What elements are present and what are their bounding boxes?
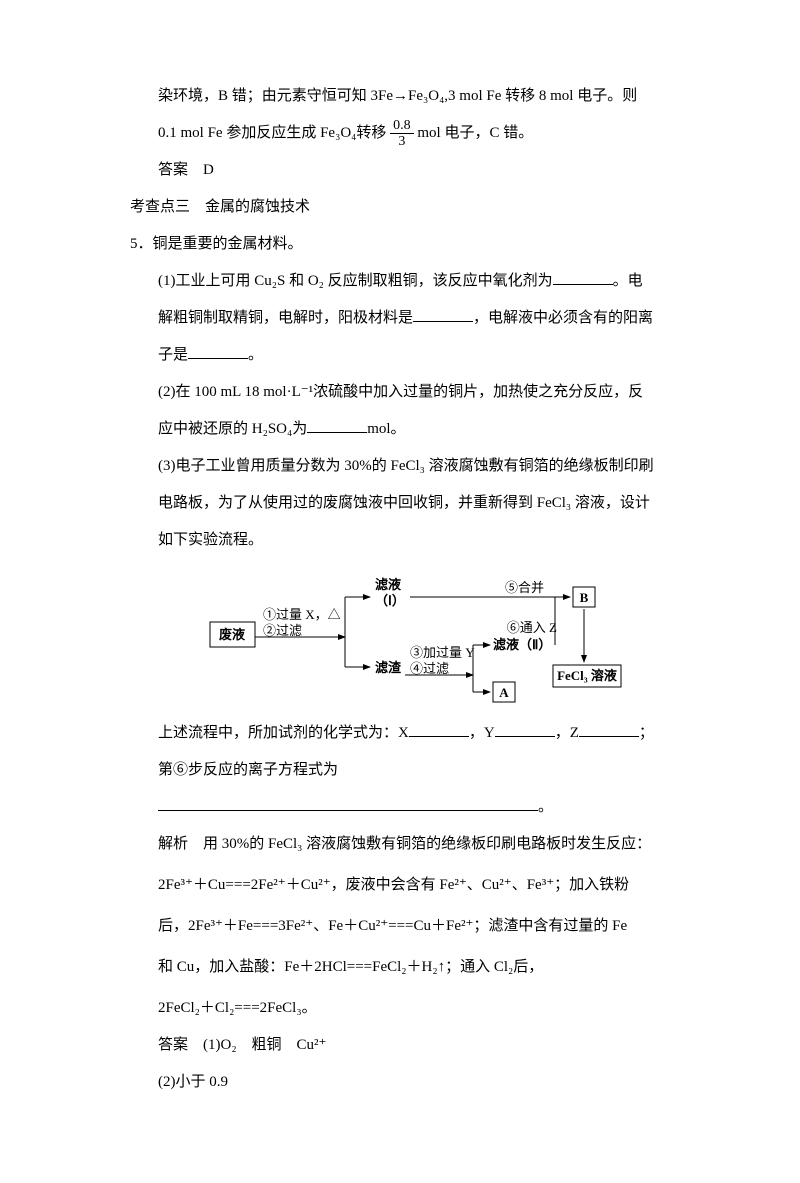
fill-blank	[188, 342, 248, 359]
fill-blank	[579, 720, 639, 737]
diagram-label: B	[580, 590, 589, 605]
text-line: 。	[130, 791, 700, 824]
text-line: (3)电子工业曾用质量分数为 30%的 FeCl₃ 溶液腐蚀敷有铜箔的绝缘板制印…	[130, 450, 700, 483]
text-fragment: (1)工业上可用 Cu₂S 和 O₂ 反应制取粗铜，该反应中氧化剂为	[158, 273, 553, 289]
diagram-label: ③加过量 Y	[410, 645, 475, 660]
fraction: 0.8 3	[390, 118, 414, 150]
text-fragment: ；	[639, 725, 654, 741]
fill-blank-long	[158, 794, 538, 811]
fill-blank	[307, 416, 367, 433]
flow-diagram: 废液 ①过量 X，△ ②过滤 滤液 （Ⅰ） 滤渣 ③加过量 Y ④过滤 滤液（Ⅱ…	[130, 567, 700, 707]
text-line: 电路板，为了从使用过的废腐蚀液中回收铜，并重新得到 FeCl₃ 溶液，设计	[130, 487, 700, 520]
explanation-line: 2FeCl₂＋Cl₂===2FeCl₃。	[130, 992, 700, 1025]
diagram-label: 滤液（Ⅱ）	[493, 637, 551, 652]
fill-blank	[409, 720, 469, 737]
diagram-label: 滤液	[375, 577, 401, 592]
fill-blank	[413, 305, 473, 322]
text-fragment: mol 电子，C 错。	[417, 125, 533, 141]
diagram-label: ⑤合并	[505, 580, 544, 595]
answer-line: 答案 (1)O₂ 粗铜 Cu²⁺	[130, 1029, 700, 1062]
text-line: 应中被还原的 H₂SO₄为 mol。	[130, 413, 700, 446]
text-line: (2)在 100 mL 18 mol·L⁻¹浓硫酸中加入过量的铜片，加热使之充分…	[130, 376, 700, 409]
text-line: (1)工业上可用 Cu₂S 和 O₂ 反应制取粗铜，该反应中氧化剂为 。电	[130, 265, 700, 298]
explanation-line: 解析 用 30%的 FeCl₃ 溶液腐蚀敷有铜箔的绝缘板印刷电路板时发生反应：	[130, 828, 700, 861]
fill-blank	[553, 268, 613, 285]
diagram-label: （Ⅰ）	[375, 593, 405, 608]
answer-line: (2)小于 0.9	[130, 1066, 700, 1099]
diagram-label: ④过滤	[410, 661, 449, 676]
answer-line: 答案 D	[130, 154, 700, 187]
text-line: 上述流程中，所加试剂的化学式为：X ，Y ，Z ；	[130, 717, 700, 750]
text-fragment: mol。	[367, 421, 405, 437]
text-line: 子是 。	[130, 339, 700, 372]
text-fragment: 应中被还原的 H₂SO₄为	[158, 421, 307, 437]
text-line: 0.1 mol Fe 参加反应生成 Fe₃O₄转移 0.8 3 mol 电子，C…	[130, 117, 700, 150]
diagram-label: 废液	[219, 627, 245, 642]
text-fragment: ，Z	[555, 725, 579, 741]
text-fragment: 。电	[613, 273, 643, 289]
diagram-label: FeCl₃ 溶液	[557, 668, 617, 683]
text-line: 如下实验流程。	[130, 524, 700, 557]
text-fragment: 。	[538, 799, 553, 815]
text-fragment: 解粗铜制取精铜，电解时，阳极材料是	[158, 310, 413, 326]
explanation-line: 2Fe³⁺＋Cu===2Fe²⁺＋Cu²⁺，废液中会含有 Fe²⁺、Cu²⁺、F…	[130, 869, 700, 902]
numerator: 0.8	[390, 118, 414, 134]
text-line: 染环境，B 错；由元素守恒可知 3Fe→Fe₃O₄,3 mol Fe 转移 8 …	[130, 80, 700, 113]
text-line: 解粗铜制取精铜，电解时，阳极材料是 ，电解液中必须含有的阳离	[130, 302, 700, 335]
text-fragment: ，Y	[469, 725, 495, 741]
explanation-line: 后，2Fe³⁺＋Fe===3Fe²⁺、Fe＋Cu²⁺===Cu＋Fe²⁺；滤渣中…	[130, 910, 700, 943]
diagram-label: ②过滤	[263, 623, 302, 638]
diagram-label: ①过量 X，△	[263, 607, 341, 622]
section-heading: 考查点三 金属的腐蚀技术	[130, 191, 700, 224]
denominator: 3	[390, 134, 414, 149]
question-stem: 5．铜是重要的金属材料。	[130, 228, 700, 261]
text-fragment: 。	[248, 347, 263, 363]
diagram-label: ⑥通入 Z	[507, 620, 557, 635]
diagram-label: 滤渣	[375, 660, 402, 675]
fill-blank	[495, 720, 555, 737]
diagram-label: A	[499, 685, 509, 700]
text-fragment: 子是	[158, 347, 188, 363]
text-fragment: ，电解液中必须含有的阳离	[473, 310, 653, 326]
text-line: 第⑥步反应的离子方程式为	[130, 754, 700, 787]
text-fragment: 0.1 mol Fe 参加反应生成 Fe₃O₄转移	[158, 125, 386, 141]
explanation-line: 和 Cu，加入盐酸：Fe＋2HCl===FeCl₂＋H₂↑；通入 Cl₂后，	[130, 951, 700, 984]
text-fragment: 上述流程中，所加试剂的化学式为：X	[158, 725, 409, 741]
